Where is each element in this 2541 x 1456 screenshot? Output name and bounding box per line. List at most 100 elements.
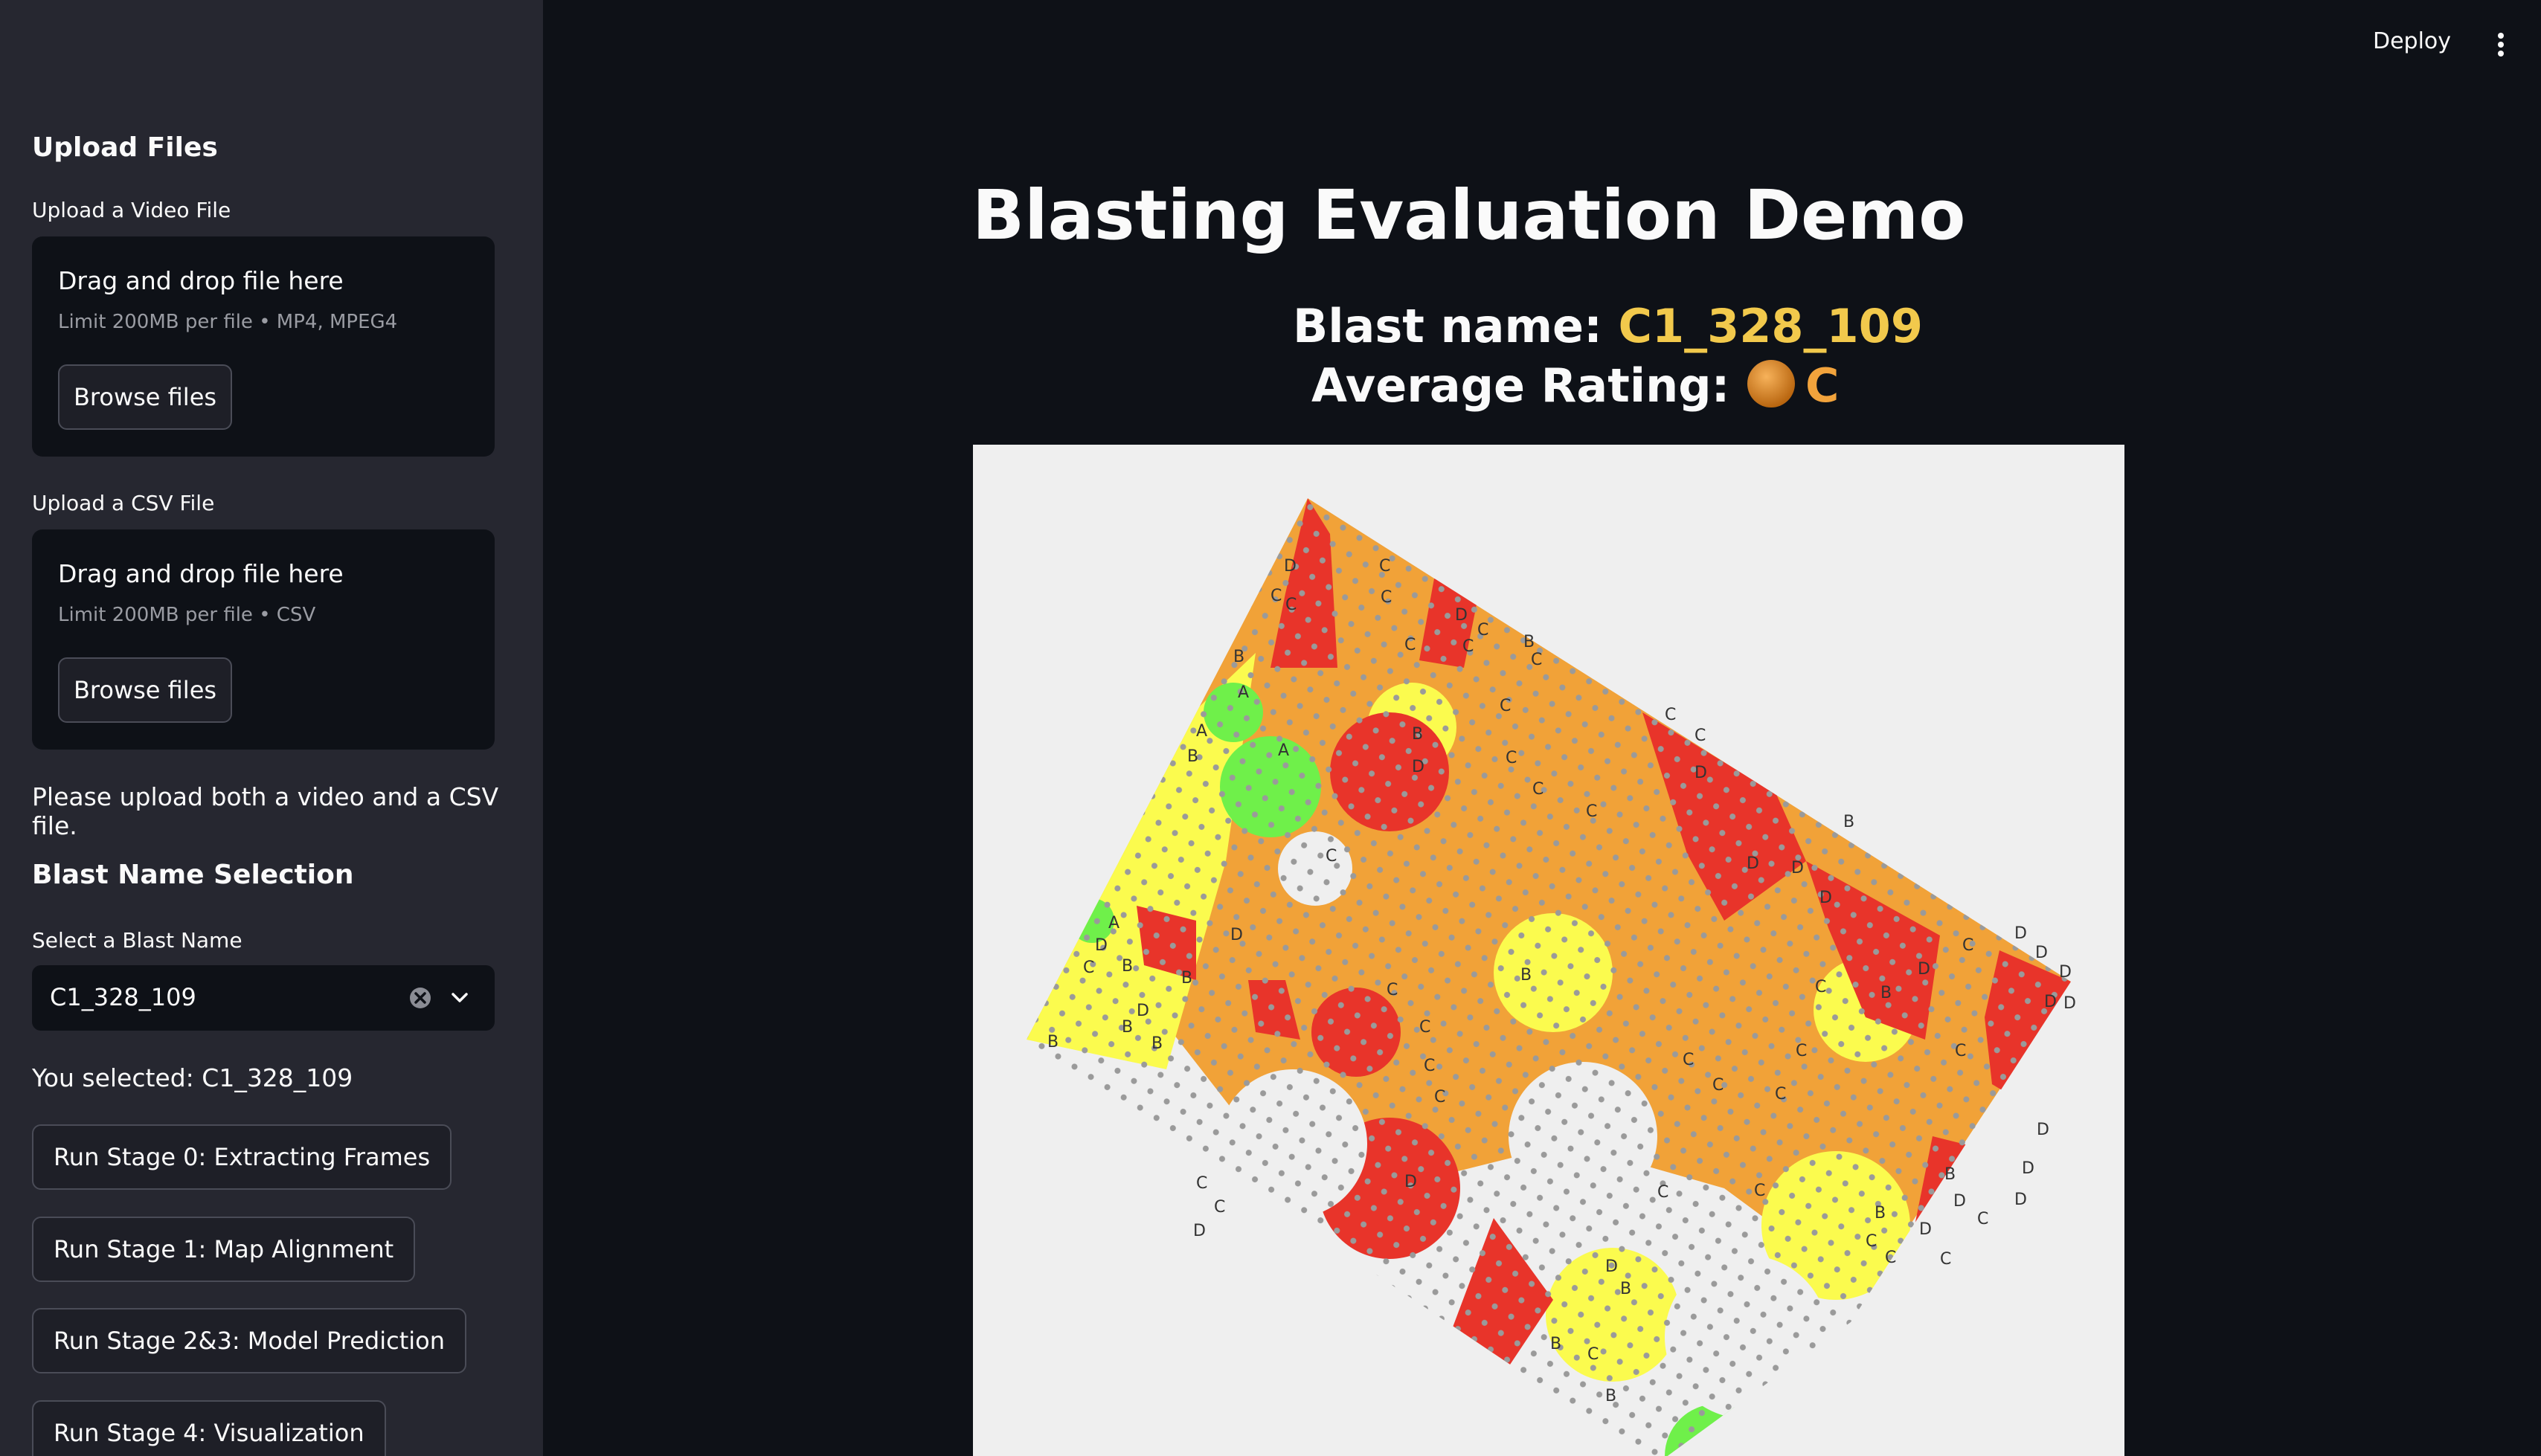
svg-text:C: C (1694, 727, 1706, 745)
svg-text:B: B (1122, 1018, 1133, 1037)
svg-text:C: C (1885, 1249, 1896, 1267)
svg-text:B: B (1151, 1034, 1163, 1053)
clear-icon[interactable] (408, 986, 432, 1010)
upload-files-heading: Upload Files (32, 132, 218, 163)
csv-upload-label: Upload a CSV File (32, 491, 215, 515)
svg-text:C: C (1587, 1345, 1599, 1364)
svg-text:C: C (1462, 637, 1474, 656)
blast-name-select[interactable]: C1_328_109 (32, 965, 495, 1031)
drill-hole-grid (1027, 498, 2071, 1456)
svg-text:C: C (1214, 1198, 1225, 1217)
blast-name-heading: Blast Name Selection (32, 860, 354, 890)
svg-text:C: C (1434, 1088, 1445, 1107)
svg-text:D: D (1819, 889, 1832, 907)
svg-text:A: A (1278, 741, 1289, 760)
run-stage-1-button[interactable]: Run Stage 1: Map Alignment (32, 1217, 416, 1282)
svg-text:D: D (1095, 936, 1108, 955)
average-rating-label: Average Rating: (1311, 358, 1747, 413)
run-stage-0-button[interactable]: Run Stage 0: Extracting Frames (32, 1124, 452, 1190)
svg-text:C: C (1796, 1042, 1807, 1060)
svg-text:C: C (1754, 1182, 1765, 1200)
svg-text:D: D (1455, 606, 1468, 625)
svg-text:B: B (1875, 1204, 1886, 1223)
average-rating-value: C (1805, 358, 1840, 413)
svg-text:C: C (1955, 1042, 1966, 1060)
select-value: C1_328_109 (50, 983, 196, 1011)
svg-text:C: C (1683, 1051, 1694, 1069)
svg-text:B: B (1944, 1165, 1956, 1184)
svg-text:C: C (1285, 596, 1297, 614)
map-region (1027, 498, 2071, 1456)
svg-text:D: D (1404, 1173, 1417, 1191)
svg-text:C: C (1506, 749, 1517, 767)
run-stage-2-3-button[interactable]: Run Stage 2&3: Model Prediction (32, 1308, 467, 1373)
svg-text:A: A (1108, 914, 1119, 932)
svg-text:B: B (1880, 984, 1892, 1002)
upload-notice: Please upload both a video and a CSV fil… (32, 782, 499, 840)
svg-text:D: D (1230, 926, 1243, 944)
svg-text:B: B (1550, 1335, 1561, 1353)
svg-text:B: B (1187, 747, 1198, 766)
svg-text:B: B (1605, 1387, 1616, 1405)
video-drop-title: Drag and drop file here (58, 266, 344, 295)
svg-text:B: B (1412, 725, 1423, 744)
svg-text:C: C (1196, 1174, 1207, 1193)
map-svg: DC C CCD CCC BCC CCB BAA B AB DCC CCD D DD … (1027, 498, 2076, 1456)
svg-text:B: B (1523, 633, 1535, 651)
svg-text:C: C (1270, 587, 1282, 605)
chevron-down-icon[interactable] (449, 988, 471, 1008)
svg-text:D: D (1193, 1222, 1206, 1240)
svg-text:C: C (1381, 588, 1392, 607)
sidebar: Upload Files Upload a Video File Drag an… (0, 0, 543, 1456)
deploy-button[interactable]: Deploy (2373, 28, 2452, 54)
orange-circle-icon (1747, 360, 1796, 408)
select-blast-label: Select a Blast Name (32, 928, 242, 953)
svg-text:B: B (1181, 969, 1192, 988)
svg-text:D: D (1953, 1192, 1966, 1211)
svg-text:D: D (1791, 859, 1804, 877)
svg-text:D: D (1919, 1220, 1932, 1239)
video-upload-label: Upload a Video File (32, 198, 231, 222)
blast-name-value: C1_328_109 (1618, 299, 1923, 353)
svg-text:C: C (1665, 706, 1676, 724)
svg-text:B: B (1843, 813, 1854, 831)
svg-text:D: D (2014, 924, 2027, 943)
svg-text:C: C (1657, 1183, 1668, 1202)
page-title: Blasting Evaluation Demo (972, 175, 1966, 255)
svg-text:A: A (1238, 683, 1249, 702)
svg-text:D: D (2037, 1121, 2049, 1139)
svg-text:D: D (1918, 960, 1930, 979)
svg-text:C: C (1866, 1232, 1877, 1251)
svg-text:C: C (1424, 1057, 1435, 1075)
svg-text:D: D (1412, 758, 1424, 776)
svg-text:C: C (1940, 1250, 1951, 1269)
run-stage-4-button[interactable]: Run Stage 4: Visualization (32, 1400, 386, 1456)
selected-text: You selected: C1_328_109 (32, 1063, 353, 1092)
svg-text:C: C (1419, 1018, 1430, 1037)
svg-text:C: C (1404, 636, 1416, 654)
svg-text:C: C (1532, 780, 1543, 799)
svg-text:B: B (1620, 1280, 1631, 1298)
svg-text:D: D (2022, 1159, 2034, 1178)
csv-browse-button[interactable]: Browse files (58, 657, 232, 723)
svg-text:B: B (1047, 1033, 1059, 1051)
average-rating-line: Average Rating: C (1311, 358, 1840, 413)
csv-dropzone[interactable]: Drag and drop file here Limit 200MB per … (32, 529, 495, 750)
svg-text:C: C (1477, 621, 1488, 640)
kebab-menu-icon[interactable] (2490, 30, 2511, 59)
svg-text:D: D (2063, 994, 2076, 1013)
svg-text:C: C (1083, 959, 1094, 977)
video-dropzone[interactable]: Drag and drop file here Limit 200MB per … (32, 236, 495, 457)
svg-text:D: D (1605, 1257, 1618, 1276)
svg-text:A: A (1196, 722, 1207, 741)
rating-labels: DC C CCD CCC BCC CCB BAA B AB DCC CCD D DD … (1047, 557, 2076, 1405)
video-browse-button[interactable]: Browse files (58, 364, 232, 430)
svg-text:C: C (1500, 697, 1511, 715)
svg-text:D: D (2014, 1191, 2027, 1209)
svg-text:B: B (1233, 648, 1244, 666)
svg-text:C: C (1586, 802, 1597, 821)
svg-text:D: D (2044, 993, 2057, 1011)
csv-drop-title: Drag and drop file here (58, 559, 344, 588)
svg-text:D: D (2059, 963, 2072, 982)
